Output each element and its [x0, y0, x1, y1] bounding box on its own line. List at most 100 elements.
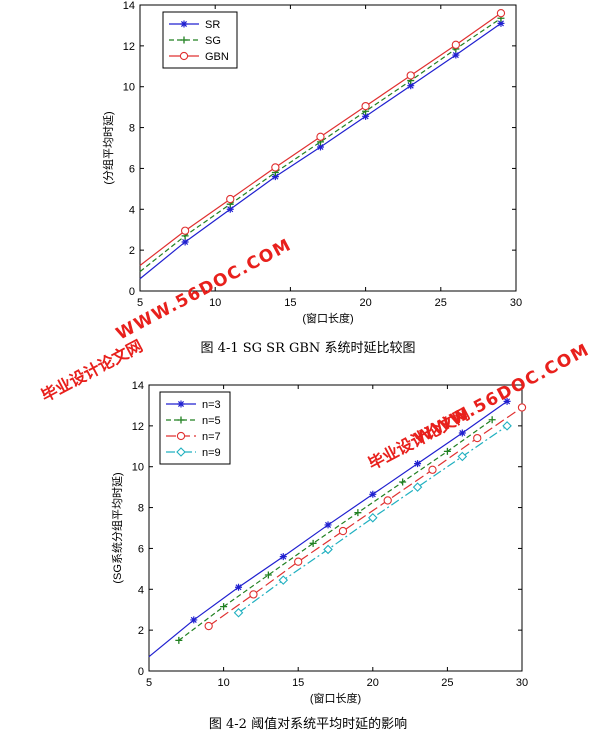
chart-1-series-2-point [316, 132, 325, 141]
figure-1: 5 10 15 20 25 30 0 2 4 6 8 10 12 14 (窗口长度) (分组平均时延) SR SG… [0, 0, 616, 360]
chart-2-legend-label: n=9 [202, 447, 221, 459]
chart-2-legend: n=3 n=5 n=7 n=9 [159, 391, 231, 465]
chart-2-series-3 [233, 421, 512, 618]
chart-2-series-2 [204, 403, 527, 631]
chart-2-x-tick-label: 10 [217, 677, 229, 689]
chart-1-y-tick-label: 4 [129, 204, 135, 216]
chart-2-x-tick-label: 25 [441, 677, 453, 689]
chart-2-legend-label: n=7 [202, 431, 221, 443]
chart-2-x-tick-label: 20 [367, 677, 379, 689]
chart-1-series-2-point [226, 194, 235, 204]
chart-2-legend-marker [176, 447, 186, 457]
chart-1-x-tick-label: 30 [510, 297, 522, 309]
chart-2-series-2-point [517, 403, 527, 412]
chart-1-series-0-point [497, 19, 505, 27]
chart-2-series-3-point [323, 544, 333, 555]
chart-1-series-0-point [226, 205, 234, 213]
chart-1-legend-box [162, 11, 238, 69]
chart-2-series-1-point [488, 416, 496, 424]
chart-1-series-0-point [362, 112, 370, 120]
chart-2-legend-label: n=3 [202, 399, 221, 411]
chart-2-series-3-point [233, 608, 244, 618]
chart-2-series-1-point [220, 603, 228, 611]
chart-2-series-0-point [369, 490, 377, 498]
chart-2-axes-frame [148, 384, 523, 672]
chart-2-series-1-point [309, 539, 317, 547]
chart-1-series-2-point [361, 101, 370, 111]
chart-1-legend-label: SR [205, 19, 220, 31]
chart-1-y-tick-label: 0 [129, 286, 135, 298]
chart-2-series-1-point [443, 447, 451, 455]
chart-1-series-2-point [451, 40, 460, 49]
chart-2-series-3-point [457, 451, 468, 462]
chart-2-series-2-point [204, 621, 213, 631]
chart-2-y-tick-label: 8 [138, 503, 144, 515]
chart-2-series-1-point [354, 509, 362, 517]
figure-2: 5 10 15 20 25 30 0 2 4 6 8 10 12 14 (窗口长度) (SG系统分组平均时延)… [0, 370, 616, 710]
chart-2-y-tick-label: 10 [132, 462, 144, 474]
chart-2-series-0-point [235, 583, 243, 591]
chart-1-y-tick-label: 14 [123, 0, 135, 12]
chart-2-series-0-point [190, 616, 198, 624]
chart-2-legend-marker [177, 416, 185, 424]
chart-2-y-tick-label: 12 [132, 421, 144, 433]
chart-2-series-3-point [368, 513, 378, 523]
chart-2-legend-marker [177, 400, 185, 408]
chart-1-legend-marker [180, 20, 188, 28]
chart-1-series-0-point [407, 82, 415, 90]
chart-1-y-tick-label: 10 [123, 82, 135, 94]
chart-1-axes-frame [139, 4, 517, 292]
chart-2-x-tick-label: 30 [516, 677, 528, 689]
chart-2-series-2-point [383, 496, 392, 505]
chart-2-series-0-point [503, 397, 511, 405]
chart-2-series-2-point [473, 433, 482, 443]
chart-1-plot: 5 10 15 20 25 30 0 2 4 6 8 10 12 14 (窗口长度) (分组平均时延) SR SG… [101, 0, 522, 325]
chart-1-y-axis-label: (分组平均时延) [101, 111, 115, 184]
chart-1-legend-marker [180, 36, 188, 44]
chart-2-x-axis-label: (窗口长度) [310, 691, 361, 705]
chart-2-y-tick-label: 14 [132, 380, 144, 392]
figure-1-caption: 图 4-1 SG SR GBN 系统时延比较图 [200, 341, 416, 356]
chart-1-series-2-point [180, 226, 190, 235]
chart-2-series-1-point [399, 478, 407, 486]
chart-1-x-tick-label: 5 [137, 297, 143, 309]
chart-2-series-0-point [324, 521, 332, 529]
chart-1-y-tick-label: 2 [129, 245, 135, 257]
chart-2-series-1-point [264, 571, 272, 579]
chart-2-series-2-line [208, 406, 523, 627]
chart-2-series-0 [148, 397, 511, 658]
chart-1-x-tick-label: 20 [359, 297, 371, 309]
chart-2-series-2-point [338, 526, 348, 536]
chart-1-legend-label: GBN [205, 51, 229, 63]
chart-2-y-tick-label: 4 [138, 584, 144, 596]
chart-2-series-2-point [294, 557, 303, 566]
chart-1-series-2-point [496, 9, 506, 18]
chart-1-y-tick-label: 12 [123, 41, 135, 53]
chart-2-x-tick-label: 15 [292, 677, 304, 689]
chart-2-series-0-point [414, 460, 422, 468]
chart-2-legend-label: n=5 [202, 415, 221, 427]
chart-1-series-2 [139, 9, 506, 266]
chart-2-series-1-line [178, 419, 493, 641]
chart-2-y-tick-label: 2 [138, 625, 144, 637]
chart-1-x-axis-label: (窗口长度) [302, 311, 353, 325]
chart-2-y-tick-label: 0 [138, 666, 144, 678]
chart-1-series-0-point [181, 238, 189, 246]
chart-1-series-0 [139, 19, 505, 280]
chart-1-series-2-point [406, 71, 415, 80]
chart-2-series-1 [175, 416, 496, 644]
chart-1-series-0-point [271, 173, 279, 181]
chart-1-x-tick-label: 25 [435, 297, 447, 309]
chart-1-legend: SR SG GBN [162, 11, 238, 69]
chart-2-y-axis-label: (SG系统分组平均时延) [110, 472, 124, 583]
chart-1-series-1-line [139, 17, 502, 273]
chart-2-series-2-point [428, 465, 437, 474]
chart-2-plot: 5 10 15 20 25 30 0 2 4 6 8 10 12 14 (窗口长度) (SG系统分组平均时延)… [110, 380, 528, 705]
chart-1-y-tick-label: 8 [129, 123, 135, 135]
chart-1-x-tick-label: 10 [209, 297, 221, 309]
chart-2-x-tick-label: 5 [146, 677, 152, 689]
chart-2-series-3-point [412, 482, 423, 492]
chart-2-series-2-point [249, 590, 258, 599]
chart-2-series-3-point [278, 575, 289, 585]
chart-2-series-1-point [175, 636, 183, 644]
